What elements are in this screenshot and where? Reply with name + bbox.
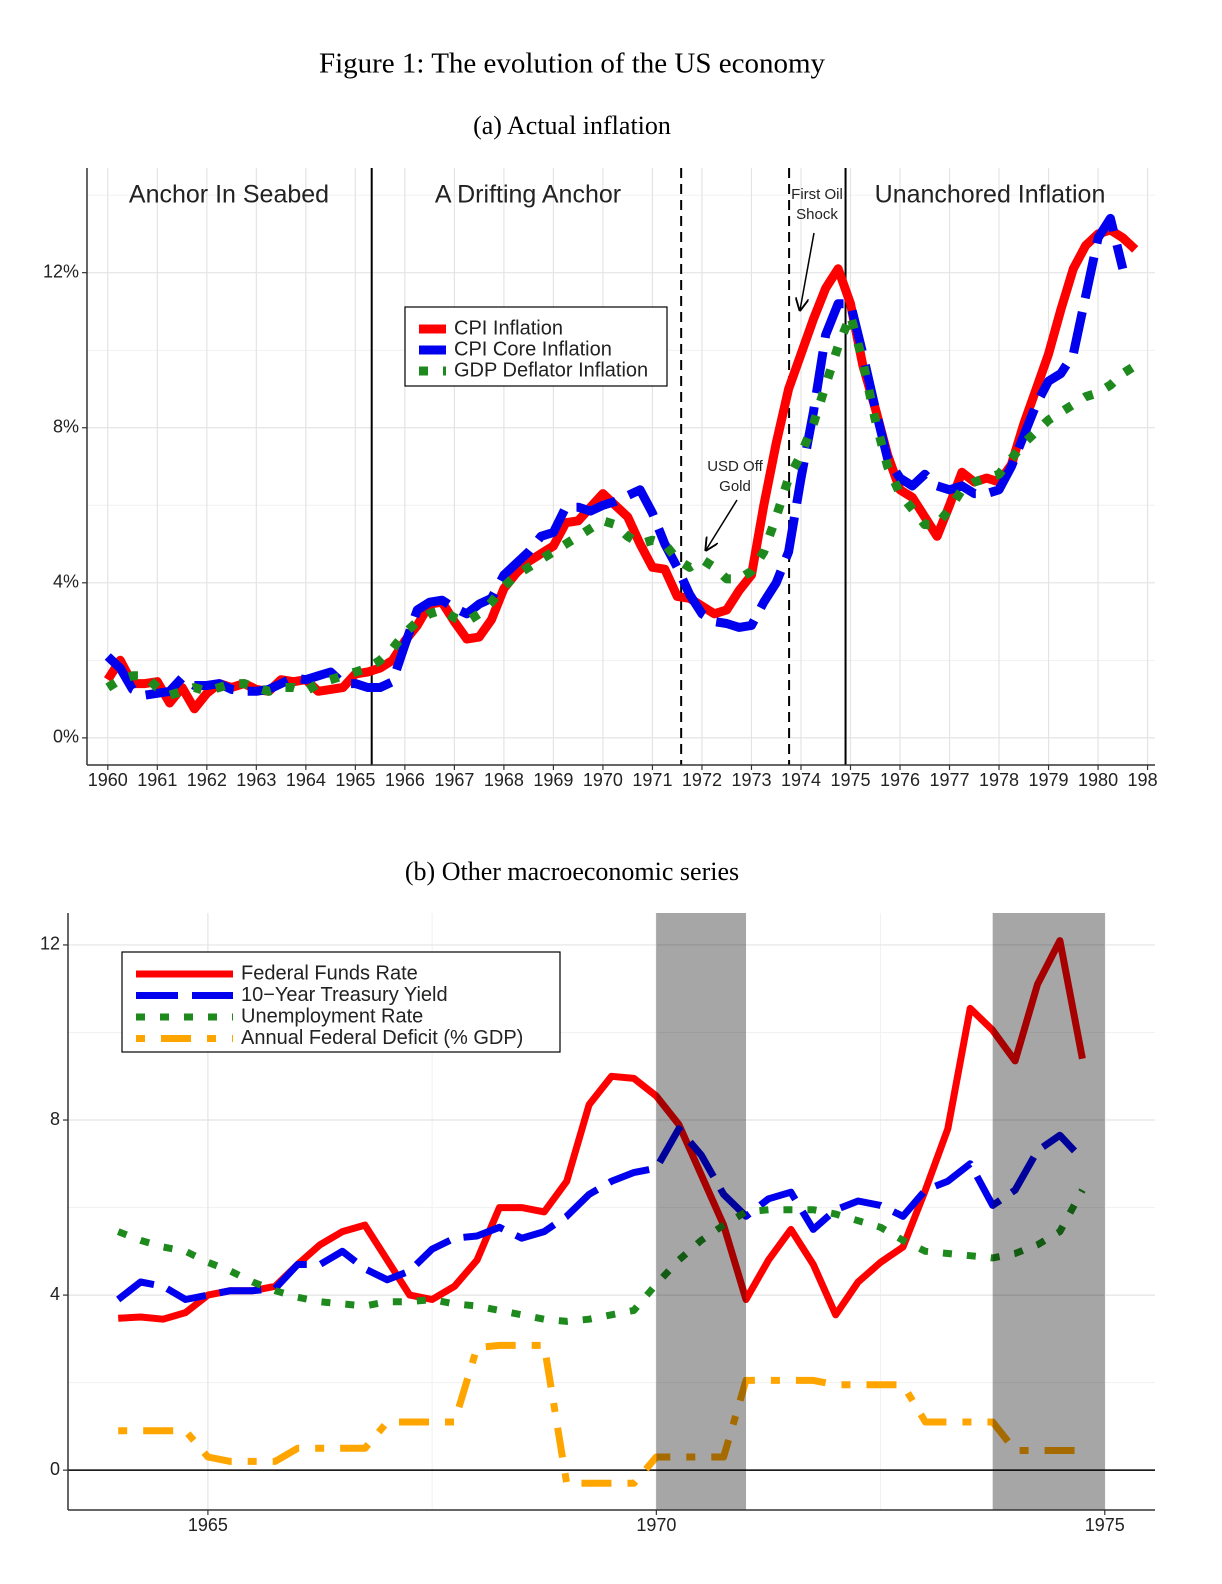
x-tick-label: 1965 <box>335 770 375 790</box>
x-tick-label: 1972 <box>682 770 722 790</box>
annotation: Gold <box>719 478 751 495</box>
x-tick-label: 1973 <box>731 770 771 790</box>
x-tick-label: 1970 <box>583 770 623 790</box>
series-line <box>116 1125 1085 1303</box>
x-tick-label: 1975 <box>1085 1515 1125 1535</box>
x-tick-label: 1966 <box>385 770 425 790</box>
recession-shade <box>656 913 747 1510</box>
x-tick-label: 1964 <box>286 770 326 790</box>
y-tick-label: 8% <box>53 416 79 436</box>
series-line <box>118 1341 1083 1487</box>
y-tick-label: 8 <box>50 1109 60 1129</box>
x-tick-label: 1981 <box>1128 770 1168 790</box>
annotation: First Oil <box>791 186 843 203</box>
region-label: A Drifting Anchor <box>435 181 621 209</box>
y-tick-label: 12% <box>43 261 79 281</box>
legend-label: Federal Funds Rate <box>241 962 418 984</box>
chart-title: (a) Actual inflation <box>473 111 671 140</box>
region-label: Anchor In Seabed <box>129 181 329 209</box>
x-tick-label: 1961 <box>137 770 177 790</box>
x-tick-label: 1960 <box>88 770 128 790</box>
y-tick-label: 4% <box>53 572 79 592</box>
region-label: Unanchored Inflation <box>875 181 1106 209</box>
recession-shade <box>992 913 1105 1510</box>
x-tick-label: 1970 <box>636 1515 676 1535</box>
y-tick-label: 0% <box>53 727 79 747</box>
x-tick-label: 1977 <box>929 770 969 790</box>
legend-label: Unemployment Rate <box>241 1005 423 1027</box>
y-tick-label: 12 <box>40 934 60 954</box>
series-line <box>104 225 1139 714</box>
x-tick-label: 1980 <box>1078 770 1118 790</box>
legend-label: CPI Inflation <box>454 317 563 339</box>
figure-title: Figure 1: The evolution of the US econom… <box>319 48 826 80</box>
x-tick-label: 1974 <box>781 770 821 790</box>
y-tick-label: 0 <box>50 1459 60 1479</box>
legend-label: Annual Federal Deficit (% GDP) <box>241 1027 523 1049</box>
annotation-arrow <box>800 232 815 310</box>
x-tick-label: 1975 <box>830 770 870 790</box>
x-tick-label: 1979 <box>1029 770 1069 790</box>
x-tick-label: 1976 <box>880 770 920 790</box>
x-tick-label: 1971 <box>632 770 672 790</box>
annotation: Shock <box>796 206 838 223</box>
series-line <box>104 213 1128 700</box>
legend-label: CPI Core Inflation <box>454 338 612 360</box>
x-tick-label: 1969 <box>533 770 573 790</box>
x-tick-label: 1968 <box>484 770 524 790</box>
x-tick-label: 1962 <box>187 770 227 790</box>
x-tick-label: 1965 <box>188 1515 228 1535</box>
legend-label: 10−Year Treasury Yield <box>241 984 448 1006</box>
x-tick-label: 1978 <box>979 770 1019 790</box>
x-tick-label: 1963 <box>236 770 276 790</box>
y-tick-label: 4 <box>50 1284 60 1304</box>
annotation: USD Off <box>707 458 763 475</box>
legend-box <box>121 951 561 1053</box>
x-tick-labels: 1960 1961 1962 1963 1964 1965 1966 1967 1968 1969… <box>88 765 1168 790</box>
chart-title: (b) Other macroeconomic series <box>405 857 739 886</box>
legend-label: GDP Deflator Inflation <box>454 359 648 381</box>
x-tick-labels: 1965 1970 1975 <box>188 1510 1125 1535</box>
annotation-arrow <box>706 499 738 550</box>
x-tick-label: 1967 <box>434 770 474 790</box>
series-line <box>116 1188 1086 1325</box>
legend-box <box>404 306 668 387</box>
